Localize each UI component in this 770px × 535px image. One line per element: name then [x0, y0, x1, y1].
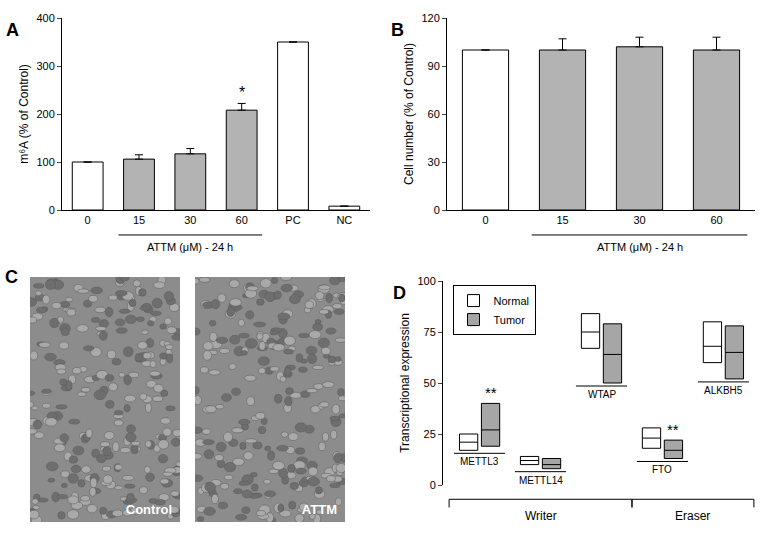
svg-text:90: 90 [428, 60, 440, 72]
svg-text:Transcriptional expression: Transcriptional expression [398, 313, 412, 453]
svg-text:100: 100 [417, 275, 435, 287]
svg-text:200: 200 [36, 108, 54, 120]
svg-text:0: 0 [49, 204, 55, 216]
svg-text:0: 0 [434, 204, 440, 216]
svg-text:Cell number (% of Control): Cell number (% of Control) [402, 43, 416, 185]
svg-text:*: * [239, 84, 245, 101]
svg-text:D: D [393, 283, 406, 303]
svg-text:25: 25 [424, 428, 436, 440]
svg-text:FTO: FTO [652, 464, 672, 475]
svg-text:50: 50 [424, 377, 436, 389]
svg-text:ALKBH5: ALKBH5 [704, 385, 743, 396]
svg-text:0: 0 [482, 214, 488, 226]
svg-text:PC: PC [285, 214, 300, 226]
svg-text:WTAP: WTAP [588, 389, 616, 400]
svg-text:0: 0 [430, 479, 436, 491]
svg-text:ATTM (μM) - 24 h: ATTM (μM) - 24 h [147, 241, 233, 253]
svg-text:Writer: Writer [525, 509, 557, 523]
svg-text:400: 400 [36, 12, 54, 24]
svg-text:100: 100 [36, 156, 54, 168]
svg-text:75: 75 [424, 326, 436, 338]
svg-text:15: 15 [133, 214, 145, 226]
svg-text:60: 60 [428, 108, 440, 120]
svg-text:30: 30 [184, 214, 196, 226]
svg-text:METTL14: METTL14 [519, 475, 563, 486]
svg-text:Eraser: Eraser [675, 509, 710, 523]
svg-text:B: B [391, 20, 404, 40]
svg-text:**: ** [667, 421, 679, 438]
svg-text:Normal: Normal [494, 295, 529, 307]
svg-text:Control: Control [126, 502, 172, 517]
svg-text:30: 30 [428, 156, 440, 168]
svg-text:**: ** [485, 384, 497, 401]
svg-text:A: A [6, 20, 19, 40]
svg-text:Tumor: Tumor [494, 314, 526, 326]
svg-text:60: 60 [236, 214, 248, 226]
svg-text:15: 15 [556, 214, 568, 226]
svg-text:120: 120 [421, 12, 439, 24]
svg-text:ATTM: ATTM [302, 502, 337, 517]
svg-text:60: 60 [710, 214, 722, 226]
svg-text:30: 30 [633, 214, 645, 226]
svg-text:0: 0 [85, 214, 91, 226]
svg-text:C: C [5, 267, 18, 287]
svg-text:m⁶A (% of Control): m⁶A (% of Control) [17, 64, 31, 164]
svg-text:ATTM (μM) - 24 h: ATTM (μM) - 24 h [597, 241, 683, 253]
svg-text:NC: NC [336, 214, 352, 226]
svg-text:300: 300 [36, 60, 54, 72]
svg-text:METTL3: METTL3 [460, 456, 499, 467]
